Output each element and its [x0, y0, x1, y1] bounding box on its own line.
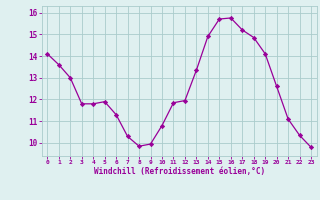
X-axis label: Windchill (Refroidissement éolien,°C): Windchill (Refroidissement éolien,°C): [94, 167, 265, 176]
